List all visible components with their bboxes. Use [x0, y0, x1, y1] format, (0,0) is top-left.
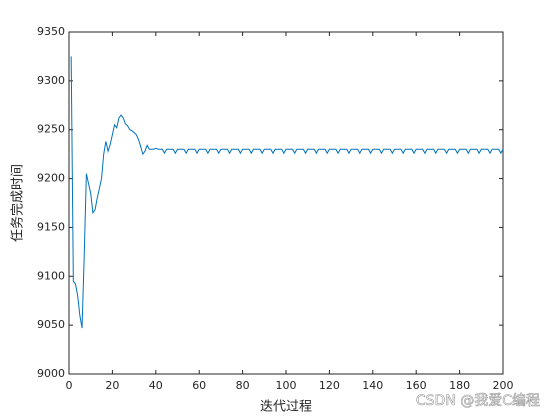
- y-tick-label: 9000: [37, 367, 65, 380]
- watermark: CSDN @我爱C编程: [416, 393, 540, 409]
- y-tick-label: 9100: [37, 269, 65, 282]
- y-axis-label: 任务完成时间: [10, 164, 26, 242]
- y-tick-label: 9200: [37, 172, 65, 185]
- x-tick-label: 120: [319, 379, 340, 392]
- x-tick-label: 60: [192, 379, 206, 392]
- x-tick-label: 80: [236, 379, 250, 392]
- y-tick-label: 9050: [37, 318, 65, 331]
- x-axis-label: 迭代过程: [260, 400, 312, 415]
- x-tick-label: 160: [406, 379, 427, 392]
- x-tick-label: 100: [276, 379, 297, 392]
- line: [70, 56, 504, 329]
- x-tick-label: 40: [149, 379, 163, 392]
- x-tick-label: 0: [66, 379, 73, 392]
- x-tick-label: 180: [449, 379, 470, 392]
- y-tick-label: 9300: [37, 74, 65, 87]
- x-tick-label: 200: [493, 379, 514, 392]
- y-tick-label: 9350: [37, 25, 65, 38]
- y-tick-label: 9150: [37, 220, 65, 233]
- x-tick-label: 140: [362, 379, 383, 392]
- y-tick-label: 9250: [37, 123, 65, 136]
- x-tick-label: 20: [105, 379, 119, 392]
- plot-box: [68, 31, 504, 375]
